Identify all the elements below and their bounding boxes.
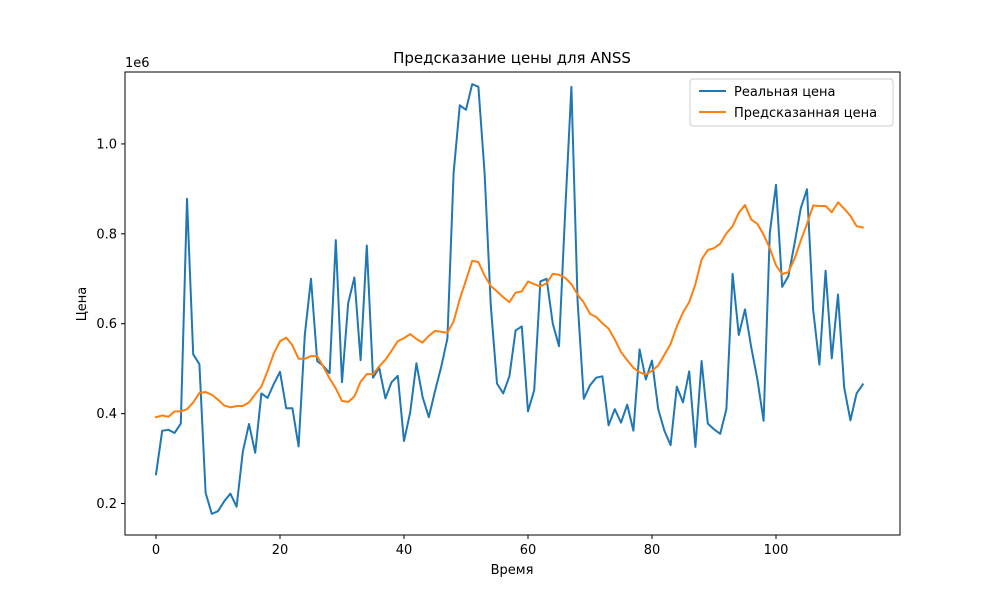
x-axis-ticks: 0 20 40 60 80 100: [152, 535, 789, 558]
y-tick-label: 1.0: [96, 137, 117, 152]
series-line-predicted-price: [154, 201, 864, 419]
x-tick-label: 100: [764, 543, 789, 558]
legend-box: [689, 78, 894, 127]
y-axis-label: Цена: [75, 287, 90, 322]
legend-label-real-price: Реальная цена: [734, 85, 836, 100]
legend: Реальная цена Предсказанная цена: [689, 78, 894, 127]
y-tick-label: 0.2: [96, 497, 117, 512]
x-axis-label: Время: [491, 563, 534, 578]
x-tick-label: 20: [272, 543, 289, 558]
x-tick-label: 60: [520, 543, 537, 558]
chart-title: Предсказание цены для ANSS: [393, 49, 631, 67]
series-line-real-price: [154, 83, 865, 515]
plot-area: [125, 72, 900, 535]
x-tick-label: 40: [396, 543, 413, 558]
series-layer: [154, 83, 865, 515]
y-tick-label: 0.4: [96, 407, 117, 422]
plot-frame: [124, 71, 901, 536]
x-tick-label: 0: [152, 543, 160, 558]
y-tick-label: 0.8: [96, 227, 117, 242]
y-axis-ticks: 0.2 0.4 0.6 0.8 1.0: [96, 137, 125, 512]
x-tick-label: 80: [644, 543, 661, 558]
y-tick-label: 0.6: [96, 317, 117, 332]
y-scale-label: 1e6: [125, 56, 150, 71]
legend-label-predicted-price: Предсказанная цена: [734, 106, 877, 121]
